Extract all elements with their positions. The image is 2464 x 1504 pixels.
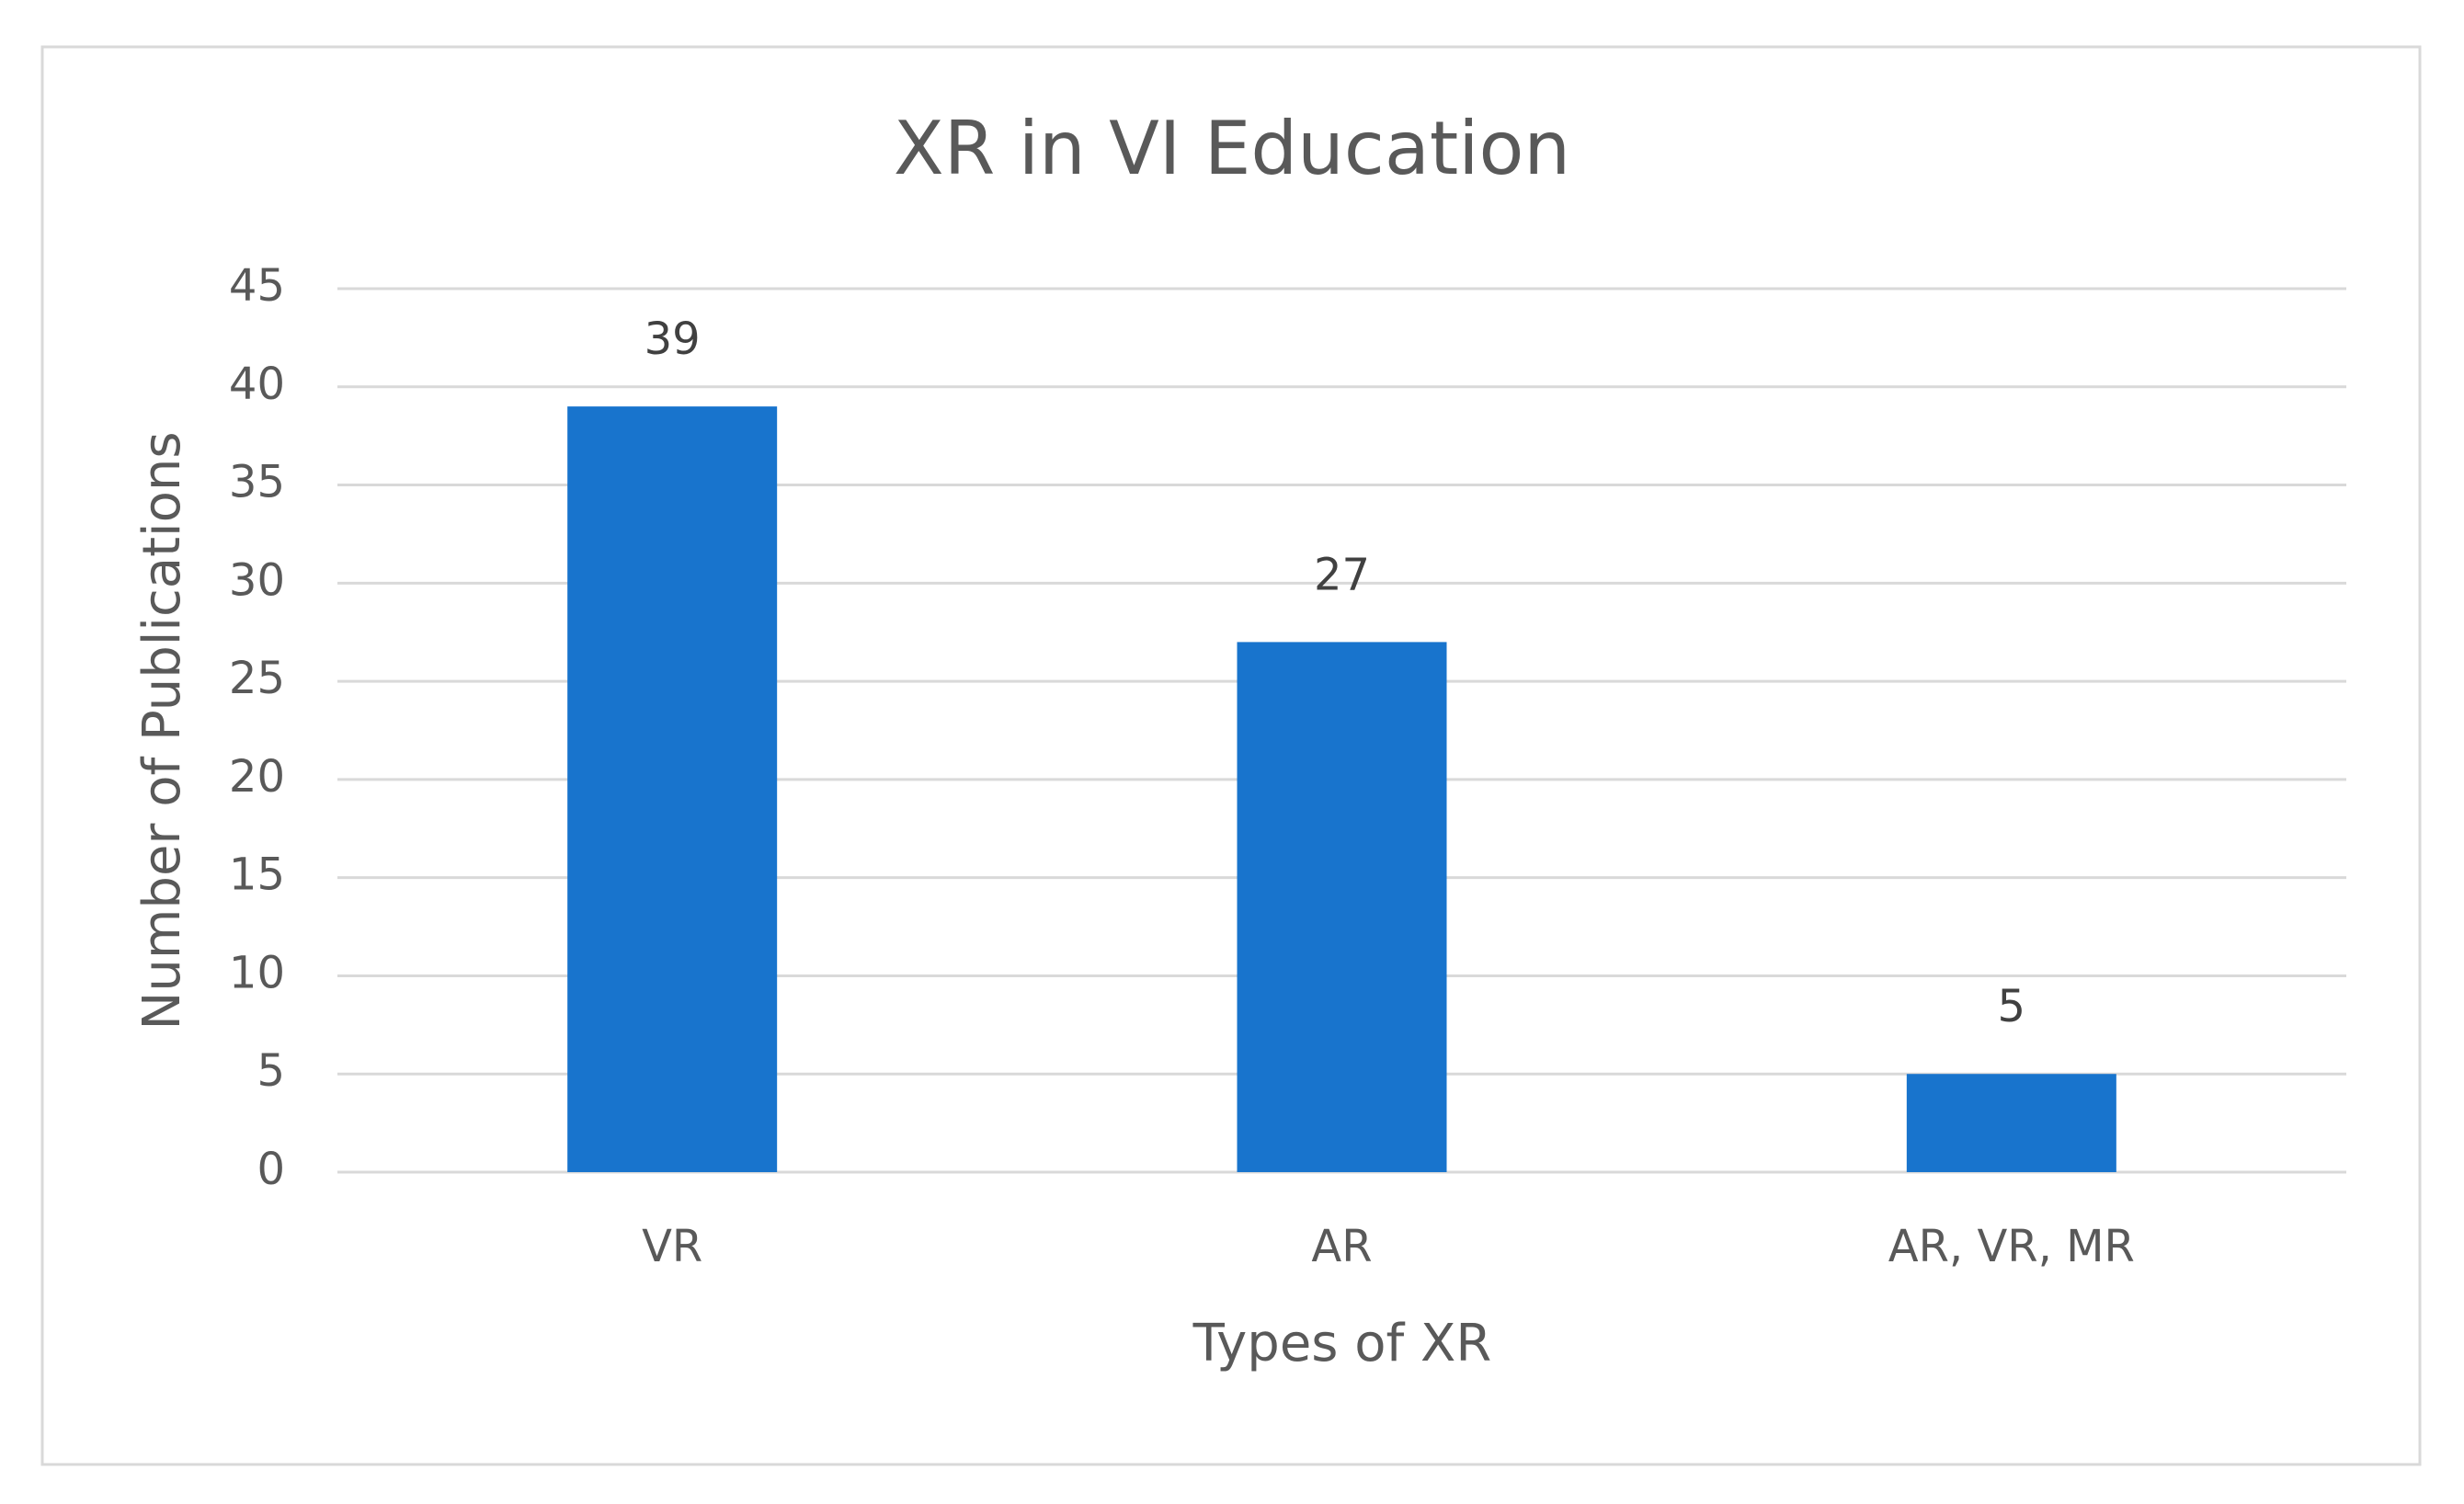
chart-title: XR in VI Education	[894, 106, 1570, 191]
y-axis-title: Number of Publications	[132, 431, 192, 1030]
y-tick-label: 40	[229, 359, 285, 410]
value-label: 5	[1998, 981, 2026, 1032]
value-label: 39	[645, 313, 701, 365]
y-tick-label: 10	[229, 947, 285, 998]
value-label: 27	[1314, 549, 1370, 600]
x-tick-label: VR	[642, 1221, 702, 1272]
x-axis-title: Types of XR	[1192, 1314, 1492, 1373]
y-tick-label: 25	[229, 653, 285, 704]
bar	[1906, 1074, 2116, 1172]
y-tick-label: 45	[229, 260, 285, 312]
y-tick-label: 5	[257, 1045, 285, 1097]
y-tick-label: 0	[257, 1144, 285, 1195]
y-tick-label: 15	[229, 849, 285, 901]
bar	[1237, 642, 1447, 1172]
bar	[567, 406, 778, 1173]
y-tick-label: 30	[229, 554, 285, 606]
x-tick-label: AR, VR, MR	[1888, 1221, 2135, 1272]
y-tick-label: 35	[229, 457, 285, 508]
x-tick-label: AR	[1311, 1221, 1372, 1272]
chart-border	[40, 45, 2422, 1466]
y-tick-label: 20	[229, 751, 285, 803]
